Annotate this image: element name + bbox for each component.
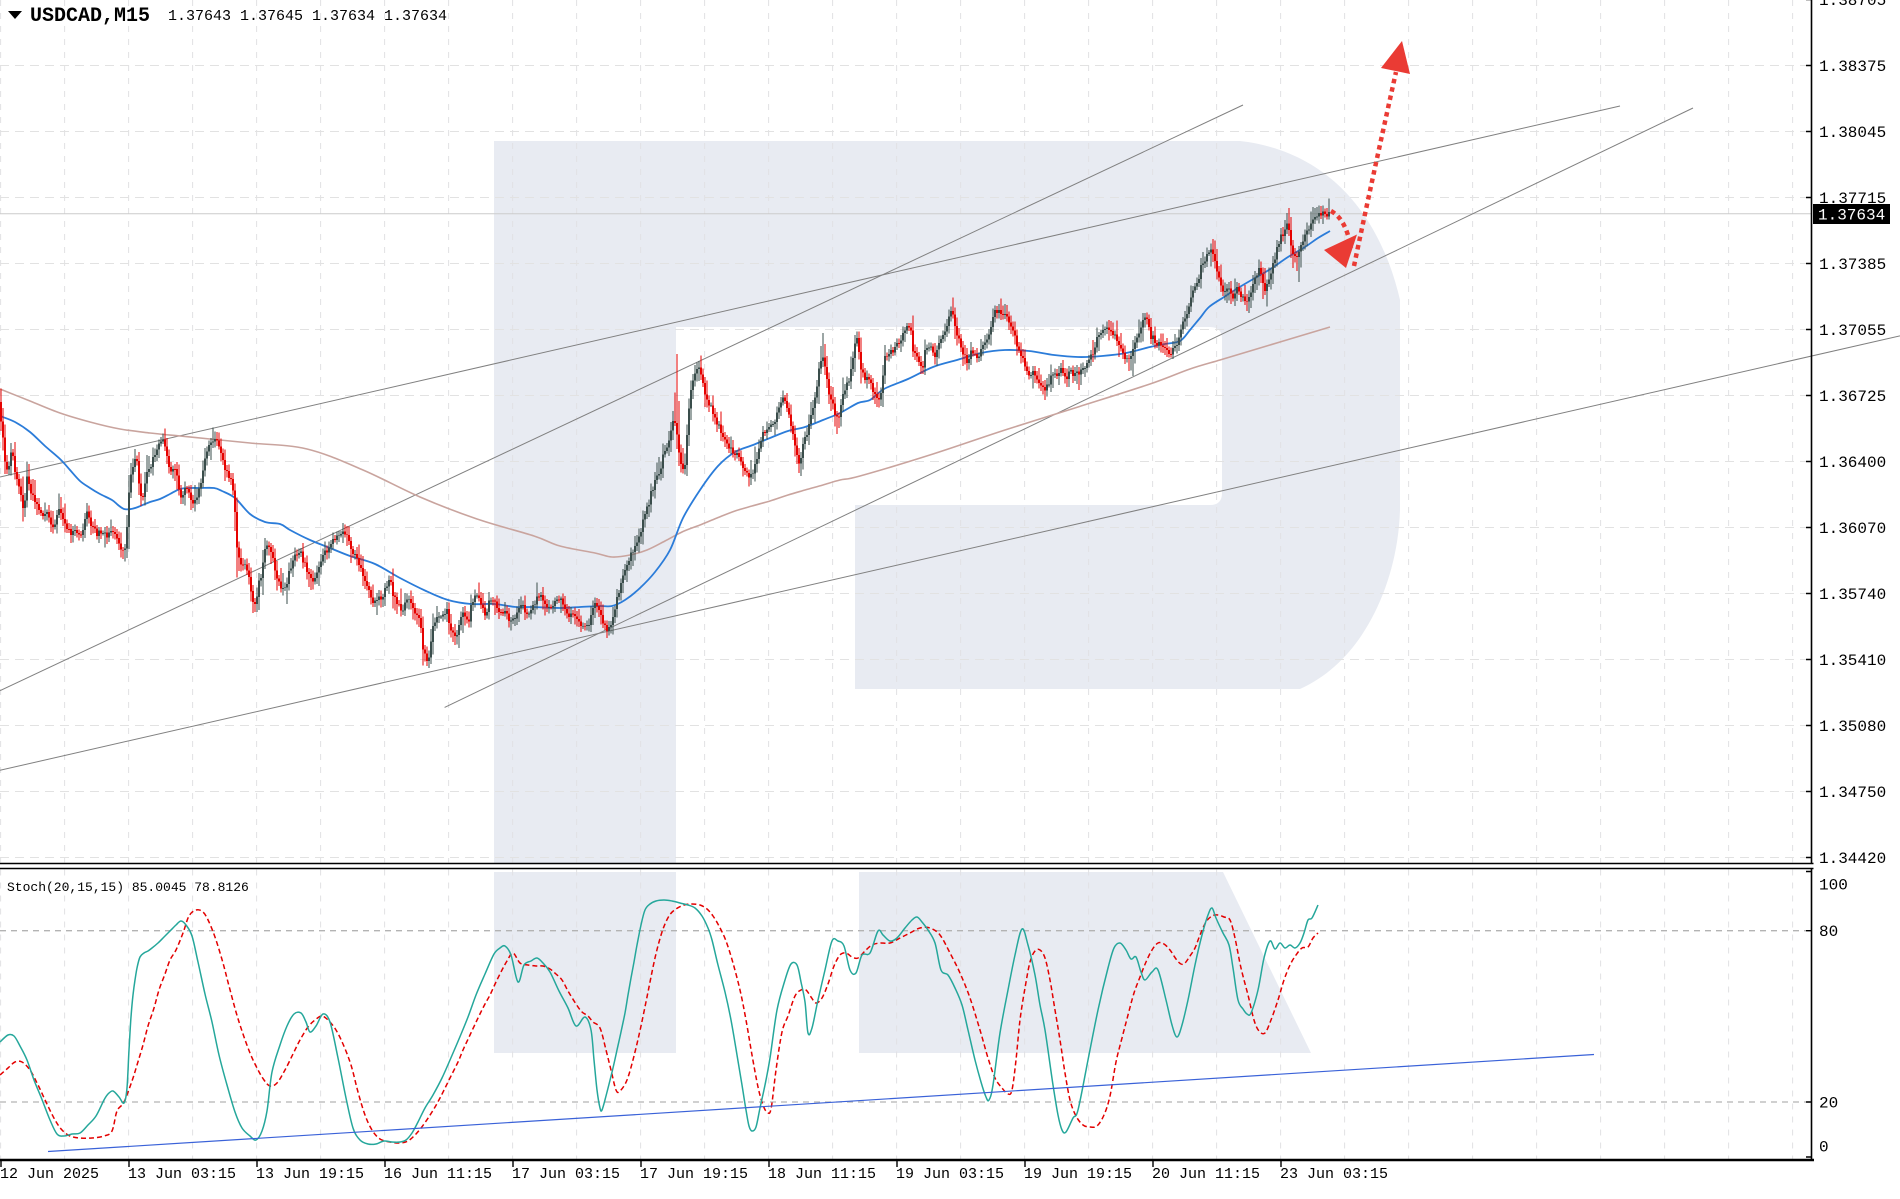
- svg-text:19 Jun 03:15: 19 Jun 03:15: [896, 1166, 1004, 1183]
- svg-text:1.34750: 1.34750: [1819, 784, 1886, 802]
- svg-text:1.37634: 1.37634: [1818, 207, 1885, 225]
- svg-text:1.37715: 1.37715: [1819, 190, 1886, 208]
- svg-text:18 Jun 11:15: 18 Jun 11:15: [768, 1166, 876, 1183]
- svg-text:12 Jun 2025: 12 Jun 2025: [0, 1166, 99, 1183]
- svg-text:USDCAD,M15: USDCAD,M15: [30, 5, 150, 28]
- svg-text:13 Jun 19:15: 13 Jun 19:15: [256, 1166, 364, 1183]
- svg-text:20 Jun 11:15: 20 Jun 11:15: [1152, 1166, 1260, 1183]
- svg-text:1.36070: 1.36070: [1819, 520, 1886, 538]
- svg-text:1.35080: 1.35080: [1819, 718, 1886, 736]
- svg-text:1.37055: 1.37055: [1819, 322, 1886, 340]
- svg-text:23 Jun 03:15: 23 Jun 03:15: [1280, 1166, 1388, 1183]
- svg-text:80: 80: [1819, 923, 1838, 941]
- svg-text:Stoch(20,15,15) 85.0045 78.812: Stoch(20,15,15) 85.0045 78.8126: [7, 880, 249, 895]
- svg-text:17 Jun 19:15: 17 Jun 19:15: [640, 1166, 748, 1183]
- svg-text:20: 20: [1819, 1095, 1838, 1113]
- svg-text:1.37643 1.37645 1.37634 1.3763: 1.37643 1.37645 1.37634 1.37634: [168, 8, 447, 25]
- svg-text:0: 0: [1819, 1139, 1829, 1157]
- svg-text:19 Jun 19:15: 19 Jun 19:15: [1024, 1166, 1132, 1183]
- svg-text:100: 100: [1819, 877, 1848, 895]
- svg-text:13 Jun 03:15: 13 Jun 03:15: [128, 1166, 236, 1183]
- svg-text:1.36725: 1.36725: [1819, 388, 1886, 406]
- svg-text:17 Jun 03:15: 17 Jun 03:15: [512, 1166, 620, 1183]
- svg-text:1.34420: 1.34420: [1819, 850, 1886, 868]
- svg-text:1.35410: 1.35410: [1819, 652, 1886, 670]
- svg-text:1.35740: 1.35740: [1819, 586, 1886, 604]
- svg-text:1.38375: 1.38375: [1819, 58, 1886, 76]
- svg-text:16 Jun 11:15: 16 Jun 11:15: [384, 1166, 492, 1183]
- svg-text:1.38705: 1.38705: [1819, 0, 1886, 10]
- svg-text:1.38045: 1.38045: [1819, 124, 1886, 142]
- svg-text:1.37385: 1.37385: [1819, 256, 1886, 274]
- svg-text:1.36400: 1.36400: [1819, 454, 1886, 472]
